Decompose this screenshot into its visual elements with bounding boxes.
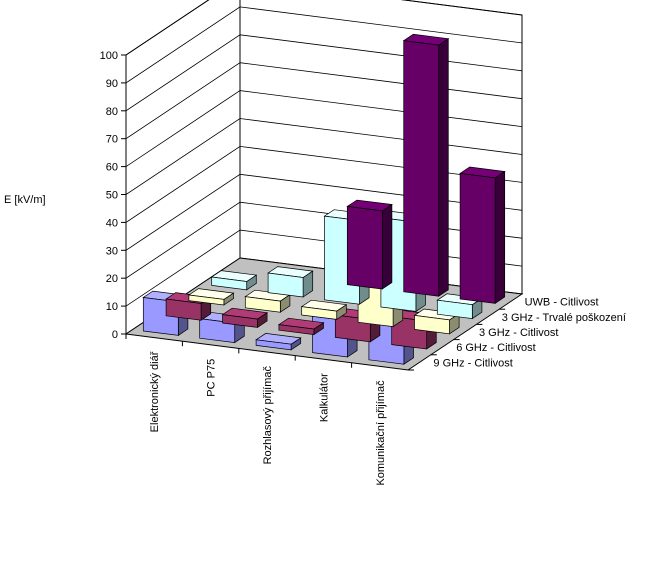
bar bbox=[210, 270, 258, 291]
bar bbox=[459, 166, 506, 305]
series-label: 3 GHz - Trvalé poškození bbox=[502, 312, 626, 324]
bar bbox=[346, 199, 393, 290]
series-labels: UWB - Citlivost 3 GHz - Trvalé poškození 3… bbox=[408, 297, 626, 371]
bar-front bbox=[414, 315, 450, 335]
bar bbox=[187, 288, 235, 306]
y-tick-label: 20 bbox=[106, 273, 118, 285]
bar bbox=[267, 266, 314, 298]
bar-side bbox=[438, 38, 449, 297]
y-axis-label: E [kV/m] bbox=[4, 194, 46, 206]
bar bbox=[221, 307, 269, 329]
category-label: Komunikační přijímač bbox=[375, 380, 387, 486]
y-tick-label: 50 bbox=[106, 190, 118, 202]
bar-front bbox=[165, 298, 202, 321]
bar bbox=[402, 33, 450, 297]
series-label: UWB - Citlivost bbox=[525, 297, 599, 309]
bar-front bbox=[346, 206, 383, 290]
y-tick-labels: 0 10 20 30 40 50 60 70 80 90 100 bbox=[100, 50, 118, 341]
bar-side bbox=[381, 203, 393, 290]
category-label: Rozhlasový přijímač bbox=[262, 366, 274, 465]
bar-front bbox=[459, 173, 496, 304]
bar-front bbox=[211, 276, 248, 291]
y-tick-label: 80 bbox=[106, 106, 118, 118]
category-label: PC P75 bbox=[206, 359, 218, 397]
bar-front bbox=[436, 299, 473, 319]
bar-front bbox=[267, 272, 304, 298]
bar-front bbox=[301, 306, 338, 320]
y-tick-label: 60 bbox=[106, 162, 118, 174]
bar-front bbox=[403, 40, 440, 297]
y-tick-label: 0 bbox=[112, 329, 118, 341]
series-label: 6 GHz - Citlivost bbox=[456, 342, 535, 354]
bar bbox=[165, 292, 212, 321]
bars bbox=[142, 33, 506, 365]
bar bbox=[413, 308, 461, 335]
bar bbox=[300, 299, 348, 321]
y-tick-label: 40 bbox=[106, 217, 118, 229]
y-tick-label: 100 bbox=[100, 50, 118, 62]
bar bbox=[277, 317, 325, 336]
category-label: Elektronický diář bbox=[149, 351, 161, 432]
y-tick-label: 30 bbox=[106, 245, 118, 257]
gridline bbox=[125, 0, 523, 56]
bar-front bbox=[278, 324, 315, 335]
category-labels: Elektronický diář PC P75 Rozhlasový přijím… bbox=[125, 334, 387, 486]
category-label: Kalkulátor bbox=[318, 373, 330, 422]
series-label: 9 GHz - Citlivost bbox=[433, 357, 512, 369]
y-tick-label: 90 bbox=[106, 78, 118, 90]
y-tick-label: 10 bbox=[106, 301, 118, 313]
bar-side bbox=[494, 170, 506, 305]
bar bbox=[255, 333, 302, 351]
bar-front bbox=[244, 296, 281, 313]
bar-front bbox=[222, 314, 258, 328]
bar bbox=[244, 289, 291, 313]
bar-front bbox=[188, 294, 225, 306]
gridline bbox=[125, 6, 523, 84]
series-label: 3 GHz - Citlivost bbox=[479, 327, 558, 339]
y-tick-label: 70 bbox=[106, 134, 118, 146]
bar-front bbox=[255, 339, 292, 351]
